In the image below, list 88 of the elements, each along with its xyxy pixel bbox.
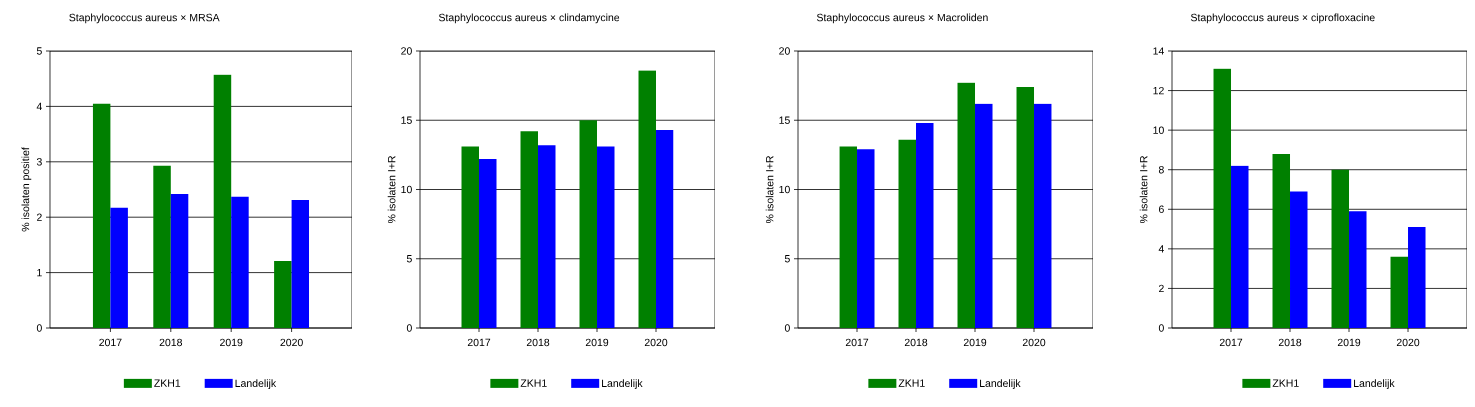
x-tick-label: 2017 (1219, 338, 1243, 347)
bar (597, 146, 615, 328)
bar (857, 149, 875, 328)
chart-title: Staphylococcus aureus × clindamycine (438, 13, 620, 24)
bar (898, 139, 917, 328)
bar (520, 131, 539, 328)
y-tick-label: 10 (401, 185, 412, 194)
bar (916, 123, 934, 328)
y-tick-label: 1 (37, 269, 42, 277)
y-tick-label: 6 (1159, 205, 1164, 214)
bar (274, 260, 292, 328)
bar (1349, 211, 1367, 328)
bar (1390, 256, 1409, 328)
legend-label: ZKH1 (898, 379, 925, 387)
chart-title: Staphylococcus aureus × Macroliden (816, 13, 988, 24)
y-tick-label: 0 (406, 324, 412, 332)
bar (231, 196, 249, 328)
legend-label: Landelijk (235, 379, 277, 390)
bar (839, 146, 858, 328)
x-tick-label: 2020 (1396, 338, 1420, 347)
x-tick-label: 2020 (280, 338, 303, 347)
y-tick-label: 2 (37, 213, 42, 221)
bar (1272, 153, 1291, 328)
bar (579, 120, 598, 328)
bar (479, 159, 497, 328)
y-tick-label: 3 (36, 158, 42, 166)
bar (1408, 227, 1426, 328)
bar (1331, 169, 1350, 328)
y-tick-label: 2 (1159, 284, 1164, 293)
x-tick-label: 2020 (644, 338, 668, 347)
x-tick-label: 2017 (845, 338, 869, 347)
y-tick-label: 4 (36, 102, 42, 111)
x-tick-label: 2019 (220, 338, 243, 347)
y-tick-label: 10 (1153, 126, 1164, 134)
x-tick-label: 2018 (904, 338, 928, 347)
y-tick-label: 0 (784, 324, 790, 332)
x-tick-label: 2019 (585, 338, 609, 347)
y-tick-label: 8 (1158, 166, 1164, 174)
bar (656, 129, 674, 328)
bar (1016, 87, 1035, 328)
bar (1213, 68, 1232, 328)
y-tick-label: 0 (1158, 324, 1164, 332)
bar (538, 145, 556, 328)
x-tick-label: 2018 (526, 338, 550, 347)
x-tick-label: 2017 (467, 338, 491, 347)
y-tick-label: 10 (779, 185, 790, 194)
bar (638, 70, 657, 328)
bar (1231, 165, 1249, 328)
x-tick-label: 2019 (1337, 338, 1361, 347)
bar (170, 193, 189, 328)
y-tick-label: 20 (779, 47, 790, 55)
y-axis-title: % isolaten I+R (387, 156, 396, 224)
y-tick-label: 5 (784, 255, 790, 263)
y-tick-label: 5 (406, 255, 412, 263)
y-axis-title: % isolaten positief (21, 147, 32, 232)
legend-label: Landelijk (980, 379, 1021, 390)
legend-label: Landelijk (602, 379, 643, 390)
bar (110, 207, 128, 328)
bar (1290, 191, 1308, 328)
y-axis-title: % isolaten I+R (1139, 156, 1148, 224)
y-tick-label: 15 (401, 116, 412, 124)
bar (1034, 103, 1052, 328)
bar (957, 82, 976, 328)
x-tick-label: 2018 (159, 338, 183, 347)
y-tick-label: 0 (36, 324, 42, 332)
y-tick-label: 12 (1153, 86, 1164, 95)
y-tick-label: 5 (36, 47, 42, 55)
bar (92, 103, 111, 328)
x-tick-label: 2020 (1022, 338, 1046, 347)
y-tick-label: 20 (401, 47, 412, 55)
x-tick-label: 2018 (1278, 338, 1302, 347)
legend-label: Landelijk (1354, 379, 1395, 390)
legend-label: ZKH1 (154, 379, 181, 387)
legend-label: ZKH1 (1272, 379, 1299, 387)
chart-title: Staphylococcus aureus × MRSA (69, 13, 220, 24)
bar (461, 146, 479, 328)
y-tick-label: 4 (1158, 245, 1164, 253)
bar (213, 74, 232, 328)
y-tick-label: 14 (1153, 47, 1164, 55)
bar (153, 165, 171, 328)
chart-title: Staphylococcus aureus × ciprofloxacine (1190, 13, 1375, 24)
bar (975, 103, 993, 328)
y-axis-title: % isolaten I+R (765, 156, 774, 224)
x-tick-label: 2017 (99, 338, 122, 347)
y-tick-label: 15 (779, 116, 790, 124)
x-tick-label: 2019 (963, 338, 987, 347)
bar (291, 200, 310, 328)
legend-label: ZKH1 (520, 379, 547, 387)
